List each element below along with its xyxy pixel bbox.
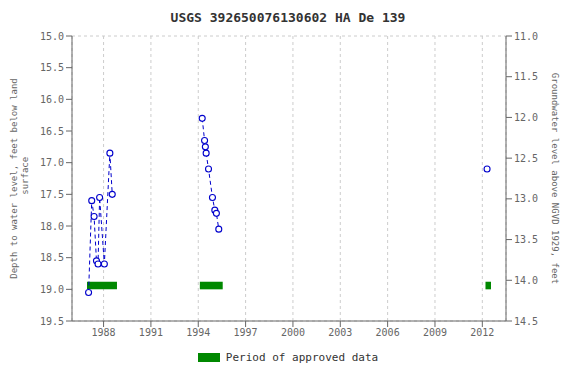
- svg-text:15.5: 15.5: [40, 62, 64, 73]
- svg-text:Groundwater level above NGVD 1: Groundwater level above NGVD 1929, feet: [550, 73, 560, 284]
- svg-text:2009: 2009: [423, 327, 447, 338]
- svg-text:1991: 1991: [139, 327, 163, 338]
- svg-text:1994: 1994: [186, 327, 210, 338]
- svg-text:1997: 1997: [234, 327, 258, 338]
- svg-text:12.0: 12.0: [514, 112, 538, 123]
- svg-text:11.5: 11.5: [514, 71, 538, 82]
- svg-text:2000: 2000: [281, 327, 305, 338]
- svg-text:19.0: 19.0: [40, 284, 64, 295]
- svg-text:16.5: 16.5: [40, 126, 64, 137]
- svg-text:2006: 2006: [376, 327, 400, 338]
- svg-text:13.5: 13.5: [514, 234, 538, 245]
- svg-text:19.5: 19.5: [40, 316, 64, 327]
- svg-text:2012: 2012: [470, 327, 494, 338]
- svg-text:1988: 1988: [92, 327, 116, 338]
- svg-text:18.5: 18.5: [40, 252, 64, 263]
- html-text:Period of approved data: Period of approved data: [225, 350, 379, 364]
- svg-text:16.0: 16.0: [40, 94, 64, 105]
- svg-text:18.0: 18.0: [40, 221, 64, 232]
- svg-text:14.5: 14.5: [514, 316, 538, 327]
- svg-text:11.0: 11.0: [514, 31, 538, 42]
- svg-text:17.5: 17.5: [40, 189, 64, 200]
- svg-text:17.0: 17.0: [40, 157, 64, 168]
- svg-text:13.0: 13.0: [514, 193, 538, 204]
- html-text:USGS 392650076130602 HA De 139: USGS 392650076130602 HA De 139: [170, 10, 406, 25]
- svg-text:Depth to water level, feet bel: Depth to water level, feet below land su…: [9, 78, 30, 278]
- svg-text:12.5: 12.5: [514, 153, 538, 164]
- svg-text:2003: 2003: [328, 327, 352, 338]
- svg-text:14.0: 14.0: [514, 275, 538, 286]
- svg-text:15.0: 15.0: [40, 31, 64, 42]
